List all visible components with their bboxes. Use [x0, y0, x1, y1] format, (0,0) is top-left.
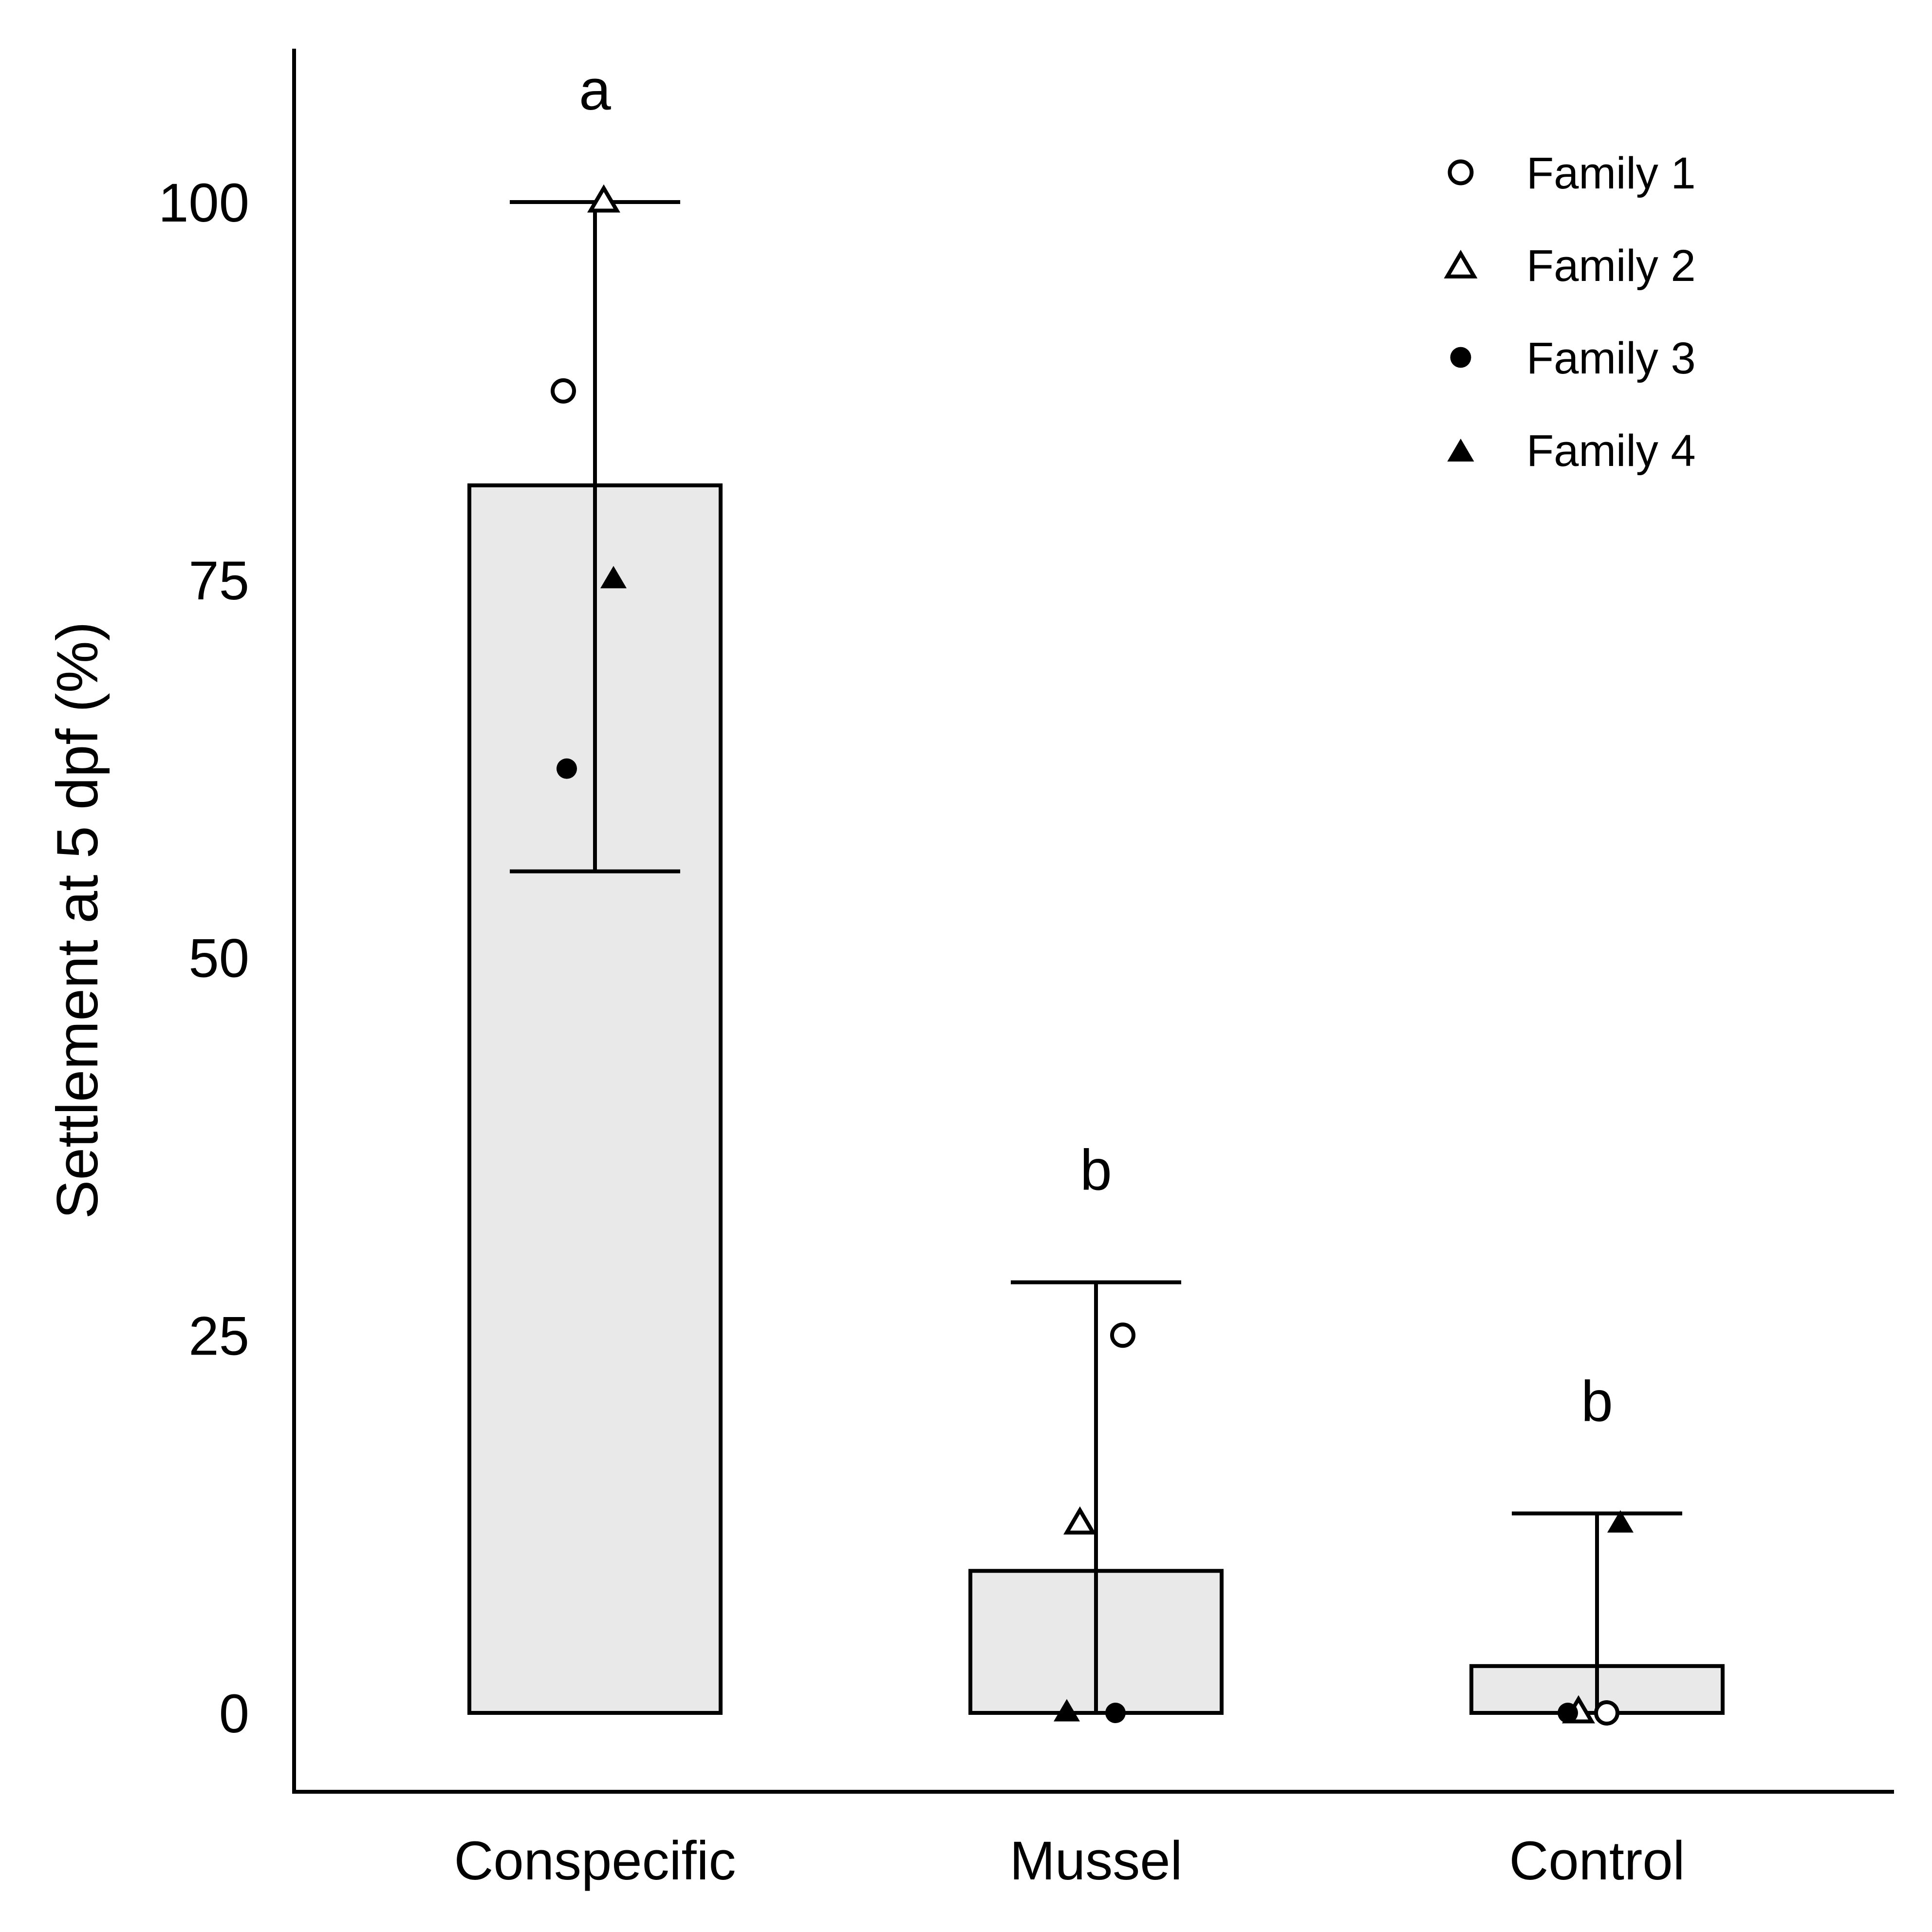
legend-marker-family-4: [1447, 438, 1474, 462]
legend-label-family-4: Family 4: [1526, 426, 1696, 476]
point-family-1-control: [1594, 1700, 1619, 1726]
point-family-3-conspecific: [557, 758, 577, 779]
point-family-1-conspecific: [551, 378, 576, 404]
point-family-3-control: [1558, 1703, 1578, 1723]
y-tick-label-0: 0: [219, 1683, 249, 1744]
y-tick-label-100: 100: [158, 172, 249, 233]
legend: Family 1 Family 2 Family 3 Family 4: [1444, 149, 1696, 476]
points-layer: [551, 184, 1634, 1726]
x-tick-label-conspecific: Conspecific: [454, 1830, 736, 1891]
x-tick-label-mussel: Mussel: [1010, 1830, 1183, 1891]
error-bars-layer: [510, 200, 1682, 1713]
point-family-2-conspecific: [587, 184, 620, 213]
significance-letter-conspecific: a: [579, 58, 611, 122]
legend-label-family-3: Family 3: [1526, 334, 1696, 383]
significance-letter-mussel: b: [1080, 1138, 1112, 1203]
y-axis-title: Settlement at 5 dpf (%): [45, 621, 110, 1219]
significance-letter-control: b: [1581, 1369, 1613, 1433]
legend-label-family-2: Family 2: [1526, 241, 1696, 291]
legend-marker-family-1: [1448, 159, 1474, 186]
y-tick-label-25: 25: [188, 1305, 249, 1366]
significance-letters-layer: a b b: [579, 58, 1613, 1433]
point-family-1-mussel: [1110, 1322, 1135, 1348]
x-tick-label-control: Control: [1509, 1830, 1685, 1891]
legend-marker-family-2: [1444, 250, 1478, 279]
point-family-4-control: [1607, 1510, 1634, 1533]
point-family-2-mussel: [1063, 1506, 1096, 1535]
y-tick-label-50: 50: [188, 928, 249, 989]
point-family-4-mussel: [1054, 1699, 1080, 1722]
legend-label-family-1: Family 1: [1526, 149, 1696, 198]
legend-marker-family-3: [1450, 347, 1471, 368]
point-family-4-conspecific: [600, 566, 627, 589]
axes-layer: 0 25 50 75 100 Conspecific Mussel Control: [158, 49, 1894, 1891]
point-family-3-mussel: [1105, 1703, 1126, 1723]
y-tick-label-75: 75: [188, 550, 249, 611]
